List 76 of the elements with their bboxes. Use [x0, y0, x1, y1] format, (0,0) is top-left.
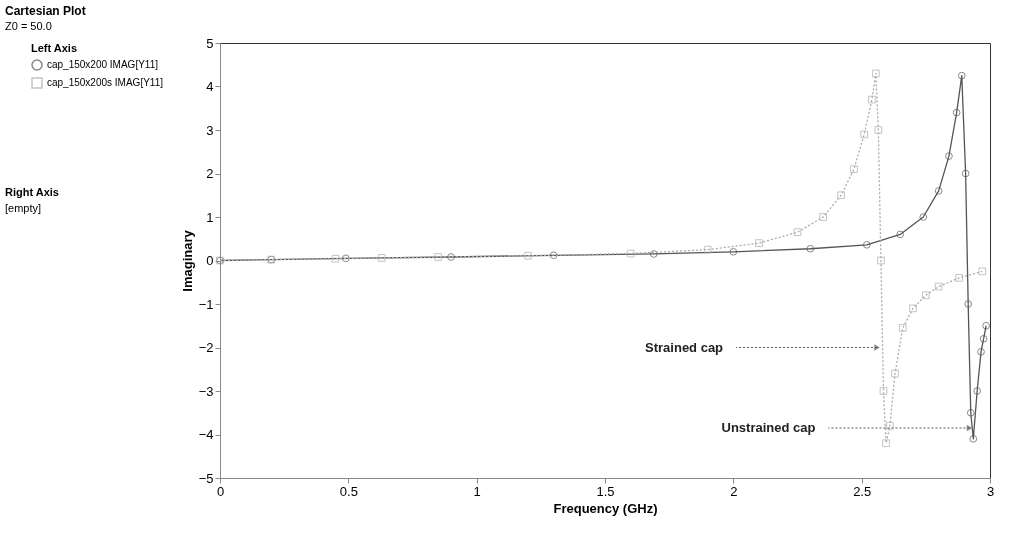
- point: [447, 253, 455, 261]
- point: [919, 213, 928, 221]
- point: [850, 165, 858, 173]
- point: [871, 69, 880, 78]
- point: [957, 71, 966, 80]
- x-tick-label: 1: [473, 483, 481, 499]
- point: [882, 439, 890, 448]
- point: [961, 169, 970, 178]
- point: [879, 387, 888, 395]
- legend-label: cap_150x200s IMAG[Y11]: [47, 77, 164, 88]
- point: [977, 348, 985, 356]
- x-tick-label: 2.5: [853, 483, 872, 499]
- text: Right Axis: [5, 186, 59, 198]
- point: [934, 282, 943, 291]
- point: [868, 95, 876, 104]
- point: [729, 247, 738, 256]
- point: [969, 435, 978, 443]
- point: [955, 274, 964, 282]
- point: [898, 324, 907, 332]
- text: Z0 = 50.0: [5, 20, 52, 32]
- point: [755, 239, 763, 247]
- point: [966, 408, 975, 417]
- x-tick-label: 3: [986, 483, 995, 499]
- y-tick-label: 0: [206, 253, 214, 268]
- point: [862, 240, 871, 249]
- point: [952, 108, 961, 117]
- point: [874, 126, 883, 134]
- point: [341, 254, 350, 263]
- point: [877, 256, 885, 265]
- point: [964, 300, 973, 308]
- point: [434, 253, 443, 261]
- point: [934, 187, 943, 195]
- y-tick-label: −5: [198, 470, 214, 486]
- point: [860, 130, 869, 139]
- y-tick-label: −4: [198, 427, 214, 442]
- point: [973, 387, 982, 395]
- point: [524, 251, 532, 260]
- y-axis-title: Imaginary: [179, 229, 195, 292]
- point: [331, 254, 340, 263]
- legend-title: Left Axis: [31, 42, 78, 54]
- annotation: Strained cap: [645, 339, 724, 355]
- point: [703, 245, 712, 254]
- point: [896, 230, 905, 239]
- y-tick-label: −1: [198, 296, 214, 312]
- point: [806, 244, 815, 253]
- point: [837, 191, 845, 200]
- point: [978, 267, 987, 276]
- legend-label: cap_150x200 IMAG[Y11]: [47, 59, 159, 70]
- point: [909, 304, 917, 313]
- text: [empty]: [5, 202, 42, 214]
- point: [982, 321, 990, 330]
- point: [549, 251, 558, 260]
- point: [921, 291, 930, 300]
- y-tick-label: 5: [206, 35, 214, 51]
- point: [377, 254, 386, 262]
- point: [979, 334, 988, 343]
- x-axis-title: Frequency (GHz): [553, 500, 658, 516]
- text: Cartesian Plot: [5, 4, 86, 18]
- point: [649, 250, 658, 258]
- x-tick-label: 1.5: [596, 483, 615, 499]
- point: [891, 369, 899, 378]
- point: [793, 228, 802, 237]
- x-tick-label: 2: [730, 483, 738, 499]
- x-tick-label: 0.5: [339, 483, 358, 499]
- y-tick-label: 1: [206, 209, 214, 225]
- y-tick-label: 3: [206, 122, 214, 138]
- x-tick-label: 0: [216, 483, 225, 499]
- annotation: Unstrained cap: [721, 419, 816, 435]
- y-tick-label: 2: [206, 166, 214, 181]
- point: [886, 421, 894, 430]
- point: [945, 152, 953, 160]
- y-tick-label: 4: [206, 79, 214, 94]
- point: [819, 213, 828, 221]
- y-tick-label: −2: [198, 340, 214, 355]
- point: [626, 249, 635, 258]
- y-tick-label: −3: [198, 383, 214, 399]
